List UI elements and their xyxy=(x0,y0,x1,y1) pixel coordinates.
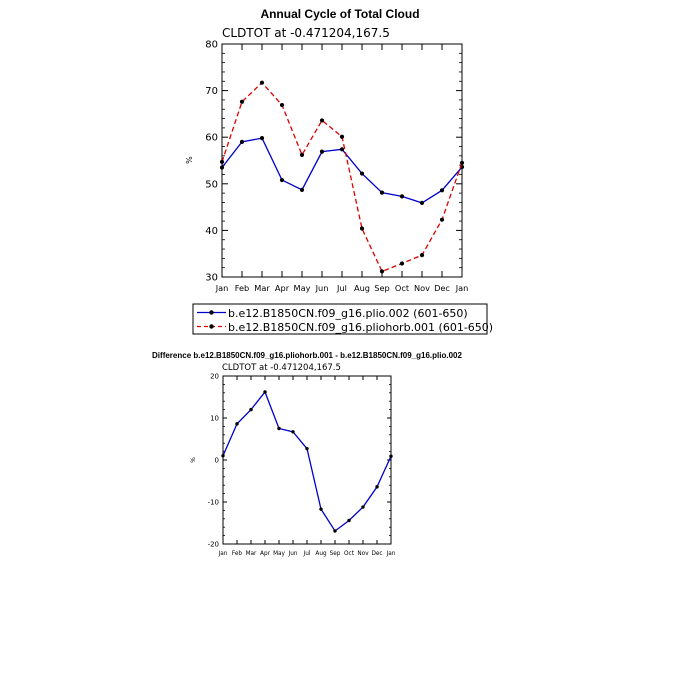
data-point xyxy=(277,426,281,431)
data-point xyxy=(319,149,325,154)
x-tick-label: Oct xyxy=(344,551,355,557)
data-point xyxy=(239,139,245,144)
data-point xyxy=(361,505,365,509)
data-point xyxy=(279,177,285,183)
data-point xyxy=(439,188,445,193)
x-tick-label: Apr xyxy=(260,551,271,557)
legend-marker-pliohorb xyxy=(209,324,214,329)
data-point xyxy=(419,200,425,206)
series-line-0 xyxy=(222,390,392,532)
data-point xyxy=(379,269,385,274)
legend: b.e12.B1850CN.f09_g16.plio.002 (601-650)… xyxy=(192,303,493,335)
x-tick-label: Feb xyxy=(232,551,243,557)
data-point xyxy=(319,118,325,123)
x-tick-label: Jan xyxy=(218,551,228,557)
x-tick-label: Dec xyxy=(434,283,450,293)
x-tick-label: Apr xyxy=(275,283,290,293)
y-tick-label: 50 xyxy=(205,179,218,190)
x-tick-label: Jan xyxy=(455,283,469,293)
data-point xyxy=(291,430,295,434)
data-point xyxy=(333,529,337,533)
x-tick-label: Sep xyxy=(374,283,389,293)
data-point xyxy=(239,99,245,104)
data-point xyxy=(279,102,285,108)
data-point xyxy=(339,134,345,139)
data-point xyxy=(375,485,379,489)
data-point xyxy=(263,390,267,394)
x-tick-label: Mar xyxy=(254,283,270,293)
data-point xyxy=(359,226,365,231)
y-tick-label: 40 xyxy=(205,226,218,237)
chart-title: Difference b.e12.B1850CN.f09_g16.pliohor… xyxy=(152,351,462,360)
data-point xyxy=(305,446,309,451)
data-point xyxy=(399,194,405,199)
data-point xyxy=(259,136,265,141)
legend-marker-plio xyxy=(209,310,214,315)
x-tick-label: Nov xyxy=(414,283,430,293)
y-tick-label: 80 xyxy=(205,40,218,51)
x-tick-label: Jan xyxy=(215,283,229,293)
chart-annual-cycle: Annual Cycle of Total Cloud CLDTOT at -0… xyxy=(185,7,493,335)
y-tick-label: -10 xyxy=(208,498,219,506)
legend-box xyxy=(192,303,488,335)
data-point xyxy=(339,147,345,152)
y-tick-label: 0 xyxy=(215,456,219,464)
y-axis-label: % xyxy=(185,156,194,164)
y-tick-label: -20 xyxy=(208,540,219,548)
y-tick-label: 70 xyxy=(205,86,218,97)
x-tick-label: Mar xyxy=(246,551,257,557)
data-point xyxy=(419,252,425,258)
x-tick-label: Jul xyxy=(336,283,347,293)
data-point xyxy=(389,454,393,458)
plot-frame xyxy=(222,375,392,545)
x-tick-label: Jun xyxy=(288,551,298,557)
data-point xyxy=(299,187,305,192)
x-tick-label: Aug xyxy=(354,283,370,293)
data-point xyxy=(219,159,225,164)
y-tick-label: 20 xyxy=(210,372,219,380)
chart-difference: Difference b.e12.B1850CN.f09_g16.pliohor… xyxy=(152,351,462,557)
x-tick-label: Nov xyxy=(357,551,369,557)
data-point xyxy=(219,165,225,170)
chart-title: Annual Cycle of Total Cloud xyxy=(260,7,419,21)
x-tick-label: Feb xyxy=(235,283,250,293)
x-tick-label: Jan xyxy=(386,551,396,557)
x-tick-label: Oct xyxy=(395,283,410,293)
data-point xyxy=(439,217,445,222)
data-point xyxy=(347,518,351,523)
data-point xyxy=(249,407,253,412)
plot-frame xyxy=(221,43,463,278)
x-tick-label: May xyxy=(273,551,285,557)
legend-label-pliohorb: b.e12.B1850CN.f09_g16.pliohorb.001 (601-… xyxy=(228,321,493,334)
x-tick-label: Dec xyxy=(371,551,382,557)
x-tick-label: Sep xyxy=(330,551,341,557)
legend-label-plio: b.e12.B1850CN.f09_g16.plio.002 (601-650) xyxy=(228,307,468,320)
y-axis-label: % xyxy=(190,457,197,463)
x-tick-label: Jul xyxy=(303,551,311,557)
y-tick-label: 10 xyxy=(210,414,219,422)
chart-subtitle: CLDTOT at -0.471204,167.5 xyxy=(222,26,390,40)
data-point xyxy=(399,261,405,266)
data-point xyxy=(319,507,323,511)
y-tick-label: 30 xyxy=(205,273,218,284)
data-point xyxy=(379,190,385,195)
data-point xyxy=(221,454,225,458)
series-line-1 xyxy=(221,81,463,273)
x-tick-label: Jun xyxy=(315,283,329,293)
y-tick-label: 60 xyxy=(205,133,218,144)
data-point xyxy=(235,422,239,426)
x-tick-label: May xyxy=(294,283,311,293)
data-point xyxy=(299,152,305,158)
data-point xyxy=(459,160,465,165)
chart-subtitle: CLDTOT at -0.471204,167.5 xyxy=(222,363,341,373)
data-point xyxy=(259,80,265,85)
data-point xyxy=(359,171,365,176)
x-tick-label: Aug xyxy=(315,551,327,557)
